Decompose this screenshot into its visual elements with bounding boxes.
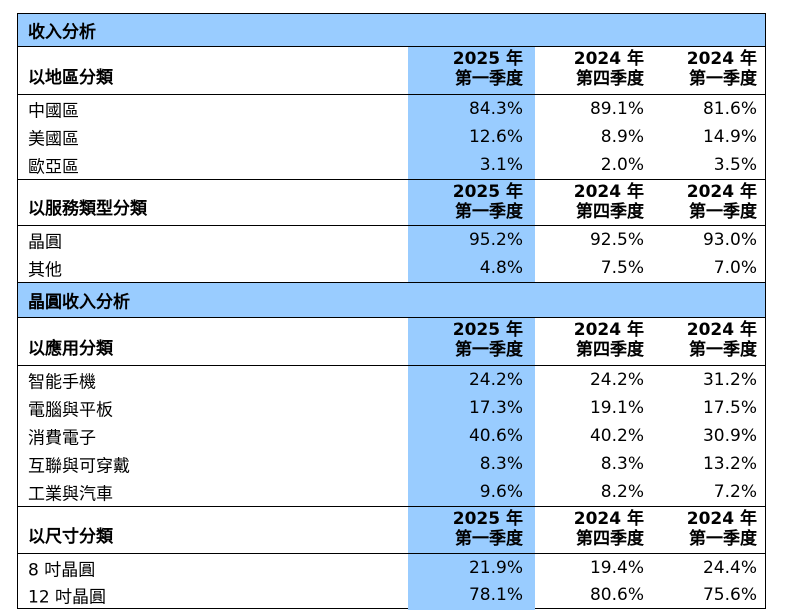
divider — [18, 225, 765, 226]
table-row: 中國區 84.3% 89.1% 81.6% — [28, 99, 757, 122]
column-header-2024-q1: 2024 年第一季度 — [686, 320, 757, 360]
column-header-2025-q1: 2025 年第一季度 — [452, 49, 523, 89]
divider — [18, 506, 765, 507]
group-title: 以服務類型分類 — [28, 199, 147, 219]
revenue-table: 收入分析 以地區分類 2025 年第一季度 2024 年第四季度 2024 年第… — [17, 13, 766, 610]
divider — [18, 365, 765, 366]
section-band-revenue-analysis: 收入分析 — [18, 14, 765, 47]
table-row: 互聯與可穿戴 8.3% 8.3% 13.2% — [28, 454, 757, 477]
column-header-2024-q4: 2024 年第四季度 — [573, 49, 644, 89]
group-title: 以地區分類 — [28, 68, 113, 88]
header-row-region: 以地區分類 2025 年第一季度 2024 年第四季度 2024 年第一季度 — [18, 47, 765, 94]
column-header-2025-q1: 2025 年第一季度 — [452, 182, 523, 222]
section-title: 晶圓收入分析 — [28, 292, 130, 313]
header-row-application: 以應用分類 2025 年第一季度 2024 年第四季度 2024 年第一季度 — [18, 318, 765, 365]
column-header-2024-q1: 2024 年第一季度 — [686, 509, 757, 549]
table-row: 消費電子 40.6% 40.2% 30.9% — [28, 426, 757, 449]
group-title: 以尺寸分類 — [28, 527, 113, 547]
section-title: 收入分析 — [28, 22, 96, 43]
group-title: 以應用分類 — [28, 339, 113, 359]
column-header-2024-q4: 2024 年第四季度 — [573, 320, 644, 360]
table-row: 晶圓 95.2% 92.5% 93.0% — [28, 230, 757, 253]
current-quarter-column — [408, 318, 535, 610]
table-row: 8 吋晶圓 21.9% 19.4% 24.4% — [28, 558, 757, 581]
column-header-2025-q1: 2025 年第一季度 — [452, 509, 523, 549]
table-row: 電腦與平板 17.3% 19.1% 17.5% — [28, 398, 757, 421]
section-band-wafer-revenue-analysis: 晶圓收入分析 — [18, 282, 765, 318]
table-row: 工業與汽車 9.6% 8.2% 7.2% — [28, 482, 757, 505]
divider — [18, 553, 765, 554]
current-quarter-column — [408, 47, 535, 282]
column-header-2024-q1: 2024 年第一季度 — [686, 49, 757, 89]
divider — [18, 179, 765, 180]
table-row: 歐亞區 3.1% 2.0% 3.5% — [28, 155, 757, 178]
divider — [18, 94, 765, 95]
table-row: 智能手機 24.2% 24.2% 31.2% — [28, 370, 757, 393]
column-header-2024-q1: 2024 年第一季度 — [686, 182, 757, 222]
table-row: 12 吋晶圓 78.1% 80.6% 75.6% — [28, 585, 757, 608]
table-row: 美國區 12.6% 8.9% 14.9% — [28, 127, 757, 150]
header-row-size: 以尺寸分類 2025 年第一季度 2024 年第四季度 2024 年第一季度 — [18, 507, 765, 553]
column-header-2024-q4: 2024 年第四季度 — [573, 182, 644, 222]
header-row-service: 以服務類型分類 2025 年第一季度 2024 年第四季度 2024 年第一季度 — [18, 180, 765, 225]
table-row: 其他 4.8% 7.5% 7.0% — [28, 258, 757, 281]
column-header-2025-q1: 2025 年第一季度 — [452, 320, 523, 360]
column-header-2024-q4: 2024 年第四季度 — [573, 509, 644, 549]
